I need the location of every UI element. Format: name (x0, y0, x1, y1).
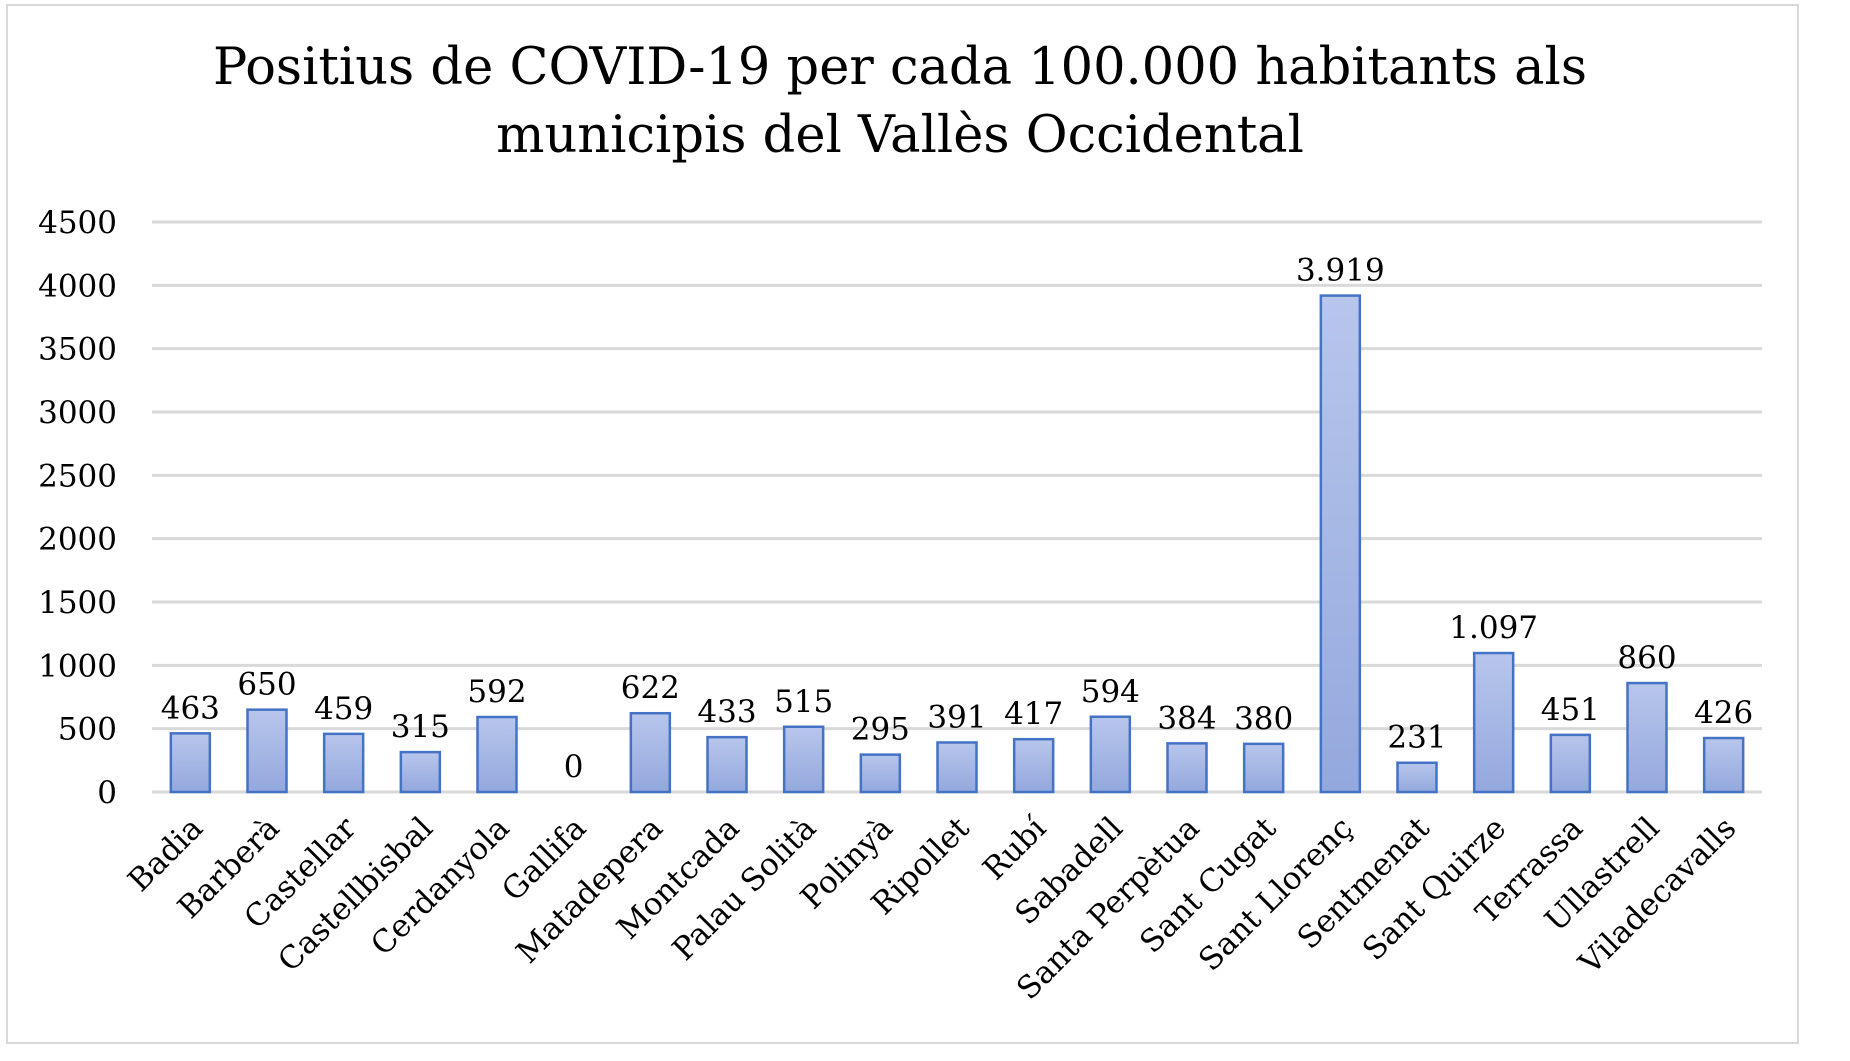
data-labels: 463 650 459 315 592 0 622 433 515 295 391 417 594 384… (161, 253, 1754, 785)
y-axis-ticks: 0 500 1000 1500 2000 2500 3000 3500 4000 4500 (38, 205, 117, 811)
data-label: 3.919 (1296, 253, 1385, 289)
data-label: 391 (927, 699, 986, 735)
bar (1549, 733, 1592, 794)
bar (1166, 742, 1208, 794)
data-label: 592 (467, 674, 526, 710)
data-label: 463 (161, 690, 220, 726)
y-tick-label: 0 (97, 775, 117, 811)
data-label: 417 (1004, 696, 1063, 732)
data-label: 1.097 (1449, 610, 1538, 646)
bar (1012, 737, 1055, 794)
data-label: 433 (697, 694, 756, 730)
chart-title-line-1: Positius de COVID-19 per cada 100.000 ha… (212, 38, 1588, 97)
data-label: 451 (1541, 692, 1600, 728)
bar (169, 732, 212, 794)
data-label: 295 (851, 712, 910, 748)
chart-frame (6, 4, 1799, 1044)
data-label: 380 (1234, 701, 1293, 737)
data-label: 594 (1081, 674, 1140, 710)
bar (1319, 294, 1362, 794)
bar (706, 735, 748, 794)
bar (399, 750, 442, 794)
bar (859, 753, 902, 794)
y-tick-label: 2500 (38, 458, 117, 494)
data-label: 459 (314, 691, 373, 727)
y-tick-label: 3000 (38, 395, 117, 431)
data-label: 384 (1157, 700, 1216, 736)
bar (782, 725, 825, 794)
y-tick-label: 2000 (38, 522, 117, 558)
bar (936, 741, 978, 794)
data-label: 650 (237, 667, 296, 703)
data-label: 231 (1387, 720, 1446, 756)
bar (246, 708, 288, 794)
chart-title: Positius de COVID-19 per cada 100.000 ha… (0, 34, 1800, 170)
data-label: 622 (621, 670, 680, 706)
y-tick-label: 3500 (38, 332, 117, 368)
data-label: 315 (391, 709, 450, 745)
bar (322, 732, 365, 794)
bar (1472, 651, 1515, 794)
bar (1089, 715, 1132, 794)
bar (1396, 761, 1438, 794)
bar (629, 711, 672, 794)
bar (1626, 681, 1668, 794)
data-label: 515 (774, 684, 833, 720)
x-axis-categories: BadiaBarberàCastellarCastellbisbalCerdan… (121, 809, 1743, 1006)
bars (169, 294, 1745, 794)
y-tick-label: 4000 (38, 268, 117, 304)
data-label: 860 (1617, 640, 1676, 676)
chart-title-line-2: municipis del Vallès Occidental (496, 106, 1304, 165)
bar (1702, 736, 1745, 794)
y-tick-label: 1500 (38, 585, 117, 621)
y-tick-label: 1000 (38, 648, 117, 684)
bar (476, 715, 518, 794)
data-label: 0 (564, 749, 584, 785)
bar (1242, 742, 1285, 794)
y-tick-label: 500 (58, 712, 117, 748)
y-tick-label: 4500 (38, 205, 117, 241)
data-label: 426 (1694, 695, 1753, 731)
